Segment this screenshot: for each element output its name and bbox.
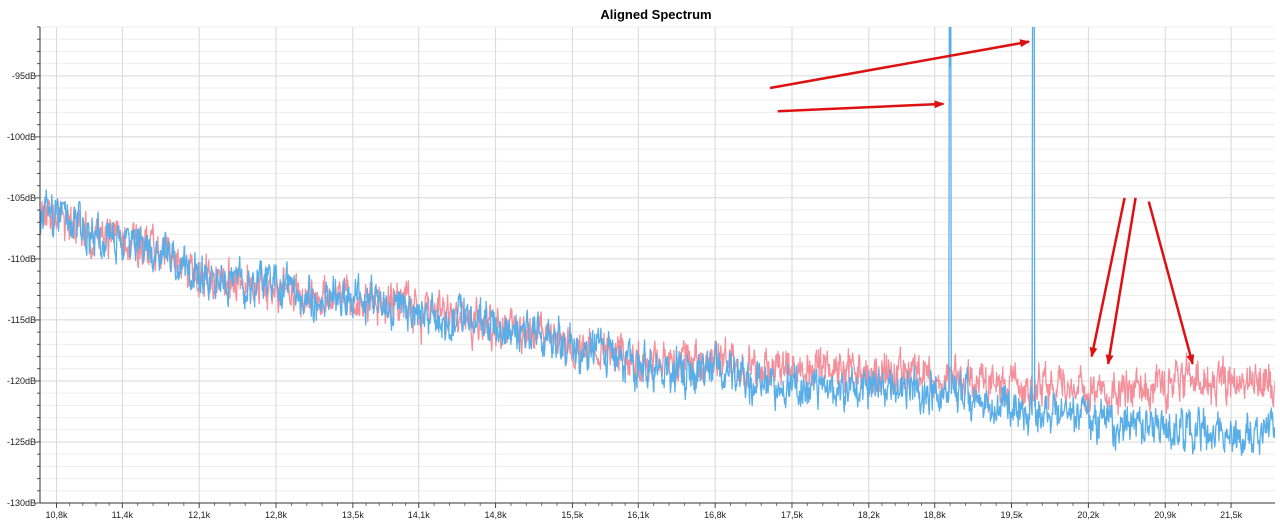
x-tick-label: 14,8k — [485, 510, 508, 520]
series-line-2 — [40, 27, 1275, 457]
y-tick-label: -125dB — [7, 437, 36, 447]
annotation-arrow — [769, 39, 1031, 90]
x-tick-label: 20,9k — [1154, 510, 1177, 520]
y-tick-label: -110dB — [8, 254, 36, 264]
annotation-arrow — [1089, 197, 1126, 358]
x-tick-label: 18,2k — [858, 510, 881, 520]
x-tick-label: 12,1k — [188, 510, 211, 520]
x-tick-label: 21,5k — [1220, 510, 1243, 520]
annotation-layer — [769, 39, 1195, 365]
x-tick-label: 13,5k — [342, 510, 365, 520]
x-tick-label: 20,2k — [1077, 510, 1100, 520]
x-tick-label: 14,1k — [408, 510, 431, 520]
annotation-arrow — [777, 100, 945, 113]
x-tick-label: 17,5k — [781, 510, 804, 520]
x-tick-label: 16,1k — [627, 510, 650, 520]
chart-title: Aligned Spectrum — [600, 7, 712, 22]
y-tick-label: -120dB — [7, 376, 36, 386]
annotation-arrow — [1147, 201, 1195, 365]
y-tick-label: -105dB — [7, 193, 36, 203]
x-tick-label: 15,5k — [561, 510, 584, 520]
tick-labels: -95dB -100dB -105dB -110dB -115dB -120dB -125d… — [7, 71, 1243, 520]
x-tick-label: 19,5k — [1001, 510, 1024, 520]
x-tick-label: 12,8k — [265, 510, 288, 520]
x-tick-label: 10,8k — [45, 510, 68, 520]
y-tick-label: -95dB — [12, 71, 36, 81]
series-layer — [40, 27, 1275, 457]
y-tick-label: -100dB — [7, 132, 36, 142]
y-tick-label: -115dB — [8, 315, 36, 325]
x-tick-label: 16,8k — [704, 510, 727, 520]
major-grid — [40, 27, 1275, 504]
x-tick-label: 18,8k — [924, 510, 947, 520]
axis-layer — [35, 26, 1275, 508]
series-line-1 — [40, 199, 1275, 416]
x-tick-label: 11,4k — [112, 510, 134, 520]
y-tick-label: -130dB — [7, 498, 36, 508]
annotation-arrow — [1105, 197, 1137, 365]
